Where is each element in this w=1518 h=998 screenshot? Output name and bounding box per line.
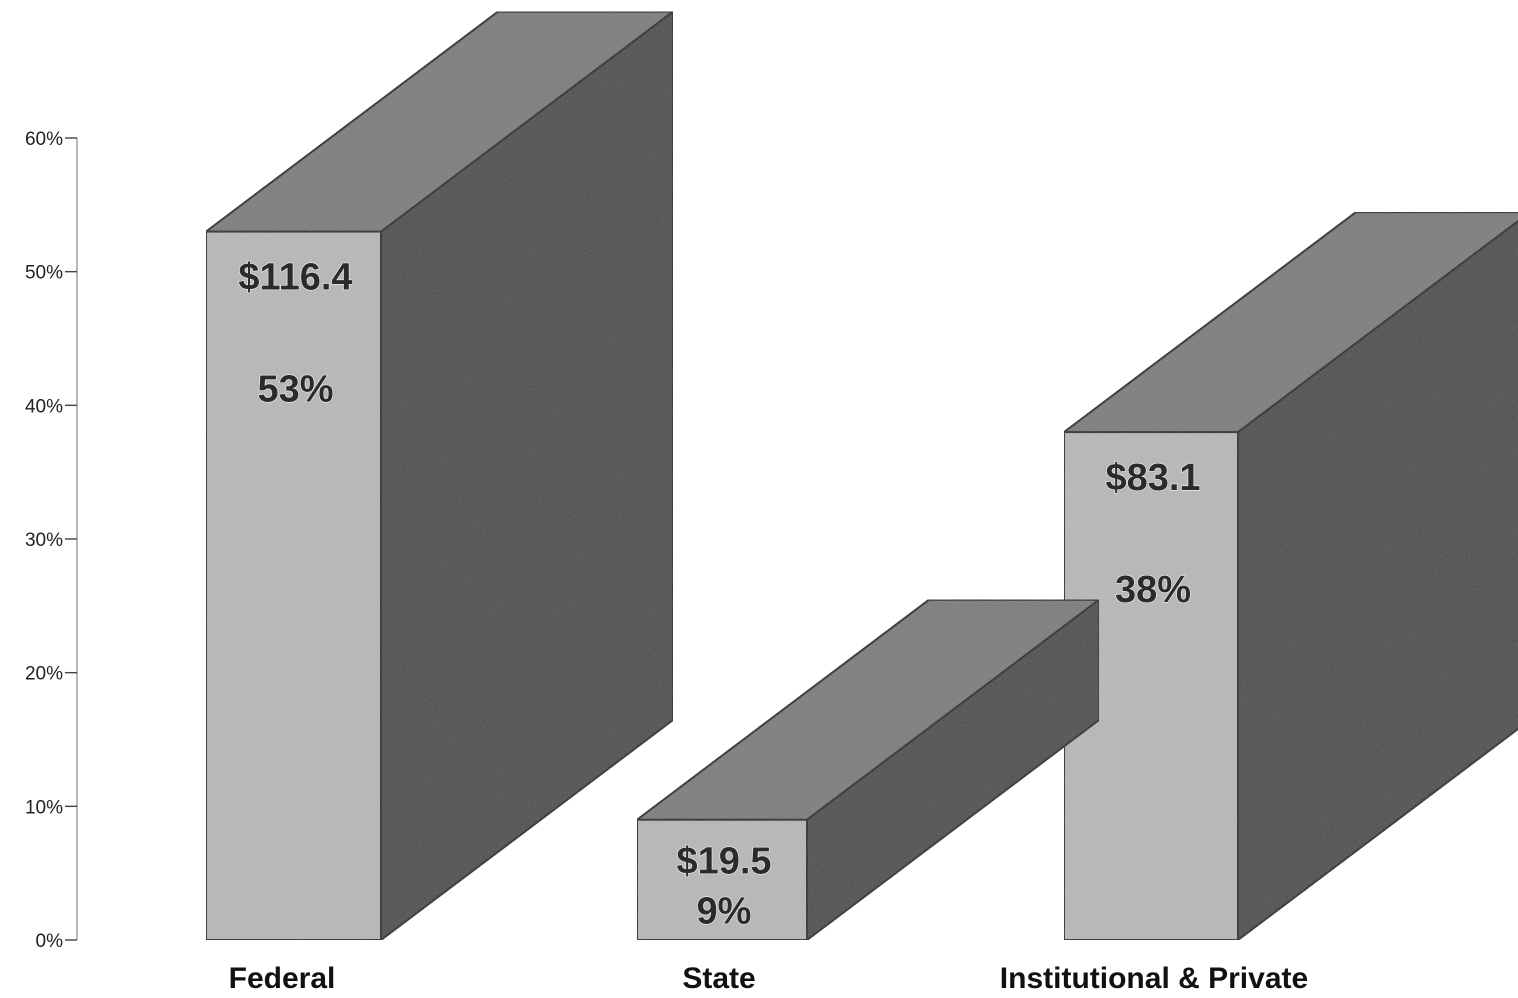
bar-federal: $116.4 53% xyxy=(203,9,676,943)
bar-state: $19.5 9% xyxy=(634,597,1102,943)
y-axis: 0% 10% 20% 30% 40% 50% 60% xyxy=(25,129,78,952)
category-labels: Federal State Institutional & Private xyxy=(229,962,1309,995)
y-tick-label: 30% xyxy=(25,530,63,551)
amount-label: $116.4 xyxy=(238,257,352,299)
y-tick-label: 10% xyxy=(25,797,63,818)
category-label: Federal xyxy=(229,962,336,995)
y-tick-label: 0% xyxy=(36,931,64,952)
y-tick-label: 20% xyxy=(25,664,63,685)
y-tick-label: 50% xyxy=(25,263,63,284)
y-tick-label: 60% xyxy=(25,129,63,150)
category-label: State xyxy=(682,962,755,995)
category-label: Institutional & Private xyxy=(1000,962,1308,995)
y-tick-label: 40% xyxy=(25,396,63,417)
amount-label: $19.5 xyxy=(676,841,771,883)
percent-label: 53% xyxy=(257,369,333,411)
percent-label: 9% xyxy=(697,891,752,933)
bar-front-face xyxy=(205,230,382,942)
bar-front-face xyxy=(636,818,808,942)
amount-label: $83.1 xyxy=(1105,457,1200,499)
percent-label: 38% xyxy=(1115,569,1191,611)
bars: $83.1 38% $19.5 9% $116.4 53% xyxy=(203,9,1518,943)
bar-institutional-private: $83.1 38% xyxy=(1061,211,1518,943)
